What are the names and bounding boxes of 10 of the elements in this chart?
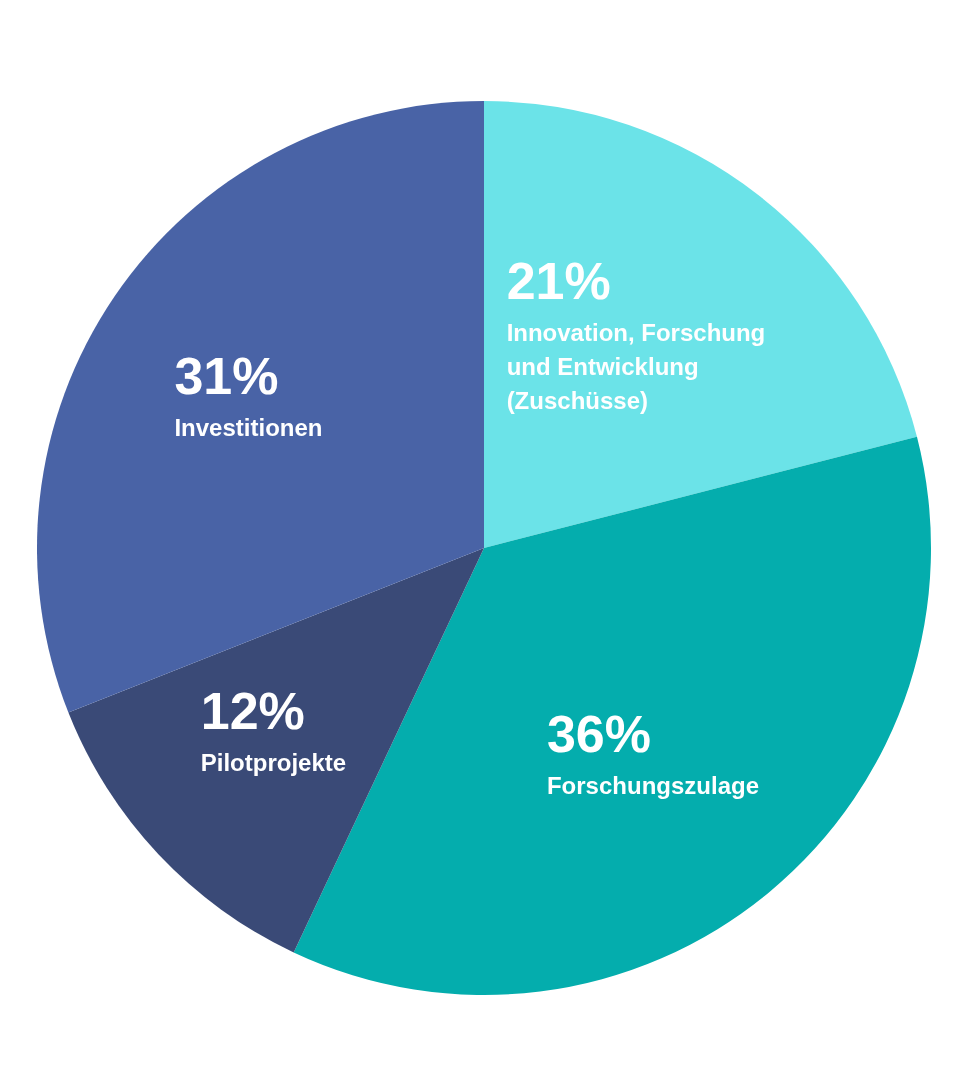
slice-label: Forschungszulage xyxy=(546,771,759,799)
data-label: 12% xyxy=(200,681,305,740)
pie-slice xyxy=(484,101,917,548)
slice-label: Pilotprojekte xyxy=(200,748,347,776)
pie-slice xyxy=(68,548,484,953)
data-label: 31% xyxy=(174,347,279,406)
data-label: 36% xyxy=(546,704,652,763)
slice-label: Investitionen xyxy=(174,414,323,442)
data-label: 21% xyxy=(506,252,611,311)
slice-label: Innovation, Forschung und Entwicklung (Zuschüsse) xyxy=(506,319,766,415)
